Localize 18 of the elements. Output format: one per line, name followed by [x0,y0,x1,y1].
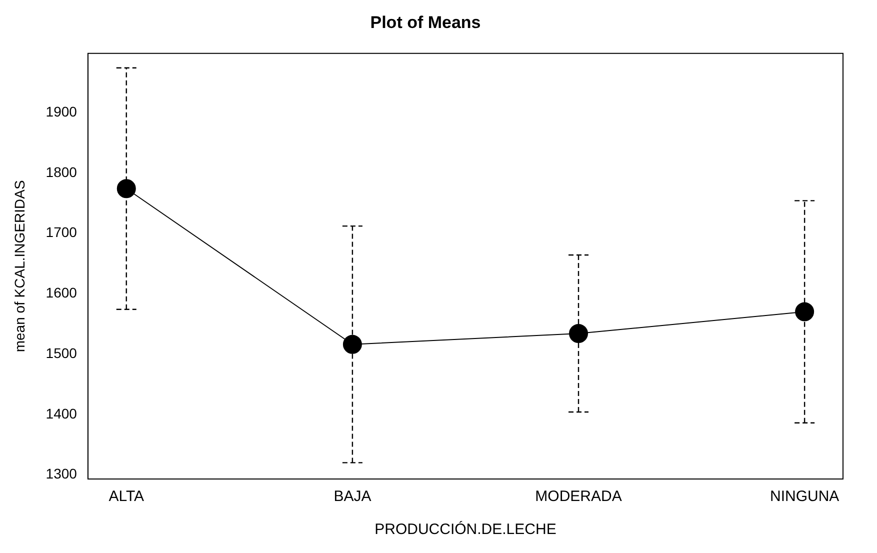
y-tick-label: 1700 [46,224,78,240]
y-axis-title: mean of KCAL.INGERIDAS [11,180,28,352]
point [342,334,362,354]
y-tick-label: 1400 [46,405,78,422]
x-tick-label: NINGUNA [770,488,840,506]
x-tick-label: ALTA [108,488,144,506]
point [795,302,814,322]
x-axis-title: PRODUCCIÓN.DE.LECHE [374,520,556,538]
chart-title: Plot of Means [370,12,481,32]
point [116,179,136,198]
x-tick-label: MODERADA [535,488,622,506]
x-tick-label: BAJA [334,488,372,506]
y-tick-label: 1600 [46,284,78,301]
y-tick-label: 1300 [46,466,78,482]
y-tick-label: 1900 [46,103,78,120]
point [569,324,588,344]
y-tick-label: 1800 [46,164,78,180]
y-tick-label: 1500 [46,344,78,361]
